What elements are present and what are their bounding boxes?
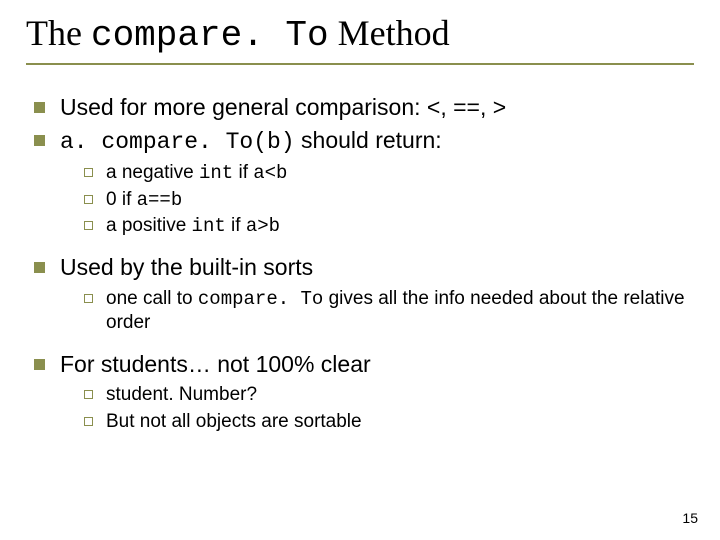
body-text: For students… not 100% clear bbox=[60, 351, 371, 377]
sub-bullet-item: one call to compare. To gives all the in… bbox=[82, 287, 694, 336]
body-text: if bbox=[233, 162, 253, 183]
sub-bullet-list: one call to compare. To gives all the in… bbox=[60, 287, 694, 336]
body-text: Used for more general comparison: <, ==,… bbox=[60, 94, 506, 120]
body-text: if bbox=[226, 215, 246, 236]
slide-title: The compare. To Method bbox=[26, 12, 694, 65]
sub-bullet-item: 0 if a==b bbox=[82, 188, 694, 213]
code-text: a. compare. To(b) bbox=[60, 129, 295, 155]
bullet-item: For students… not 100% clear student. Num… bbox=[30, 350, 694, 435]
code-text: int bbox=[192, 215, 226, 237]
sub-bullet-list: student. Number? But not all objects are … bbox=[60, 383, 694, 434]
code-text: a==b bbox=[137, 189, 183, 211]
body-text: 0 if bbox=[106, 189, 137, 210]
slide: The compare. To Method Used for more gen… bbox=[0, 0, 720, 540]
sub-bullet-list: a negative int if a<b0 if a==ba positive… bbox=[60, 161, 694, 239]
title-code: compare. To bbox=[91, 15, 329, 56]
code-text: int bbox=[199, 162, 233, 184]
page-number: 15 bbox=[682, 510, 698, 526]
body-text: a negative bbox=[106, 162, 199, 183]
body-text: Used by the built-in sorts bbox=[60, 254, 313, 280]
sub-bullet-item: a positive int if a>b bbox=[82, 214, 694, 239]
code-text: a<b bbox=[253, 162, 287, 184]
code-text: a>b bbox=[246, 215, 280, 237]
body-text: student. Number? bbox=[106, 384, 257, 405]
body-text: one call to bbox=[106, 288, 198, 309]
bullet-item: Used by the built-in sorts one call to co… bbox=[30, 253, 694, 336]
title-pre: The bbox=[26, 13, 91, 53]
bullet-item: Used for more general comparison: <, ==,… bbox=[30, 93, 694, 122]
body-text: But not all objects are sortable bbox=[106, 411, 362, 432]
code-text: compare. To bbox=[198, 288, 323, 310]
sub-bullet-item: student. Number? bbox=[82, 383, 694, 408]
sub-bullet-item: But not all objects are sortable bbox=[82, 410, 694, 435]
sub-bullet-item: a negative int if a<b bbox=[82, 161, 694, 186]
body-text: should return: bbox=[295, 127, 442, 153]
body-text: a positive bbox=[106, 215, 192, 236]
title-post: Method bbox=[329, 13, 450, 53]
bullet-item: a. compare. To(b) should return: a negati… bbox=[30, 126, 694, 240]
bullet-list: Used for more general comparison: <, ==,… bbox=[30, 93, 694, 435]
